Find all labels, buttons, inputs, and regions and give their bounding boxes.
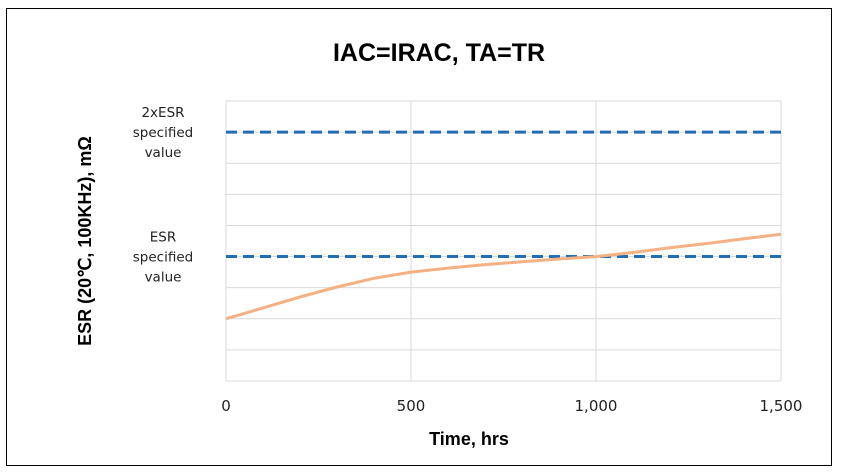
chart-title: IAC=IRAC, TA=TR — [333, 39, 545, 67]
x-tick-label: 1,000 — [575, 397, 618, 415]
reference-label: ESR — [150, 230, 176, 246]
chart-frame: IAC=IRAC, TA=TR 0 500 1,000 1,500 2xESR spec… — [6, 8, 832, 466]
x-tick-labels: 0 500 1,000 1,500 — [221, 397, 802, 415]
x-axis-title: Time, hrs — [429, 429, 509, 449]
x-tick-label: 1,500 — [760, 397, 803, 415]
reference-label: specified — [133, 250, 193, 266]
plot-grid — [225, 100, 782, 382]
reference-lines — [226, 130, 781, 259]
series-line — [225, 232, 782, 321]
series-layer — [225, 232, 782, 321]
x-tick-label: 0 — [221, 397, 231, 415]
reference-label: value — [145, 145, 182, 161]
reference-label: value — [145, 270, 182, 286]
x-tick-label: 500 — [397, 397, 426, 415]
reference-label: specified — [133, 125, 193, 141]
reference-labels: 2xESR specified value ESR specified value — [133, 105, 193, 285]
reference-label: 2xESR — [141, 105, 184, 121]
y-axis-title: ESR (20℃, 100KHz), mΩ — [75, 136, 95, 346]
esr-chart: IAC=IRAC, TA=TR 0 500 1,000 1,500 2xESR spec… — [75, 39, 802, 449]
